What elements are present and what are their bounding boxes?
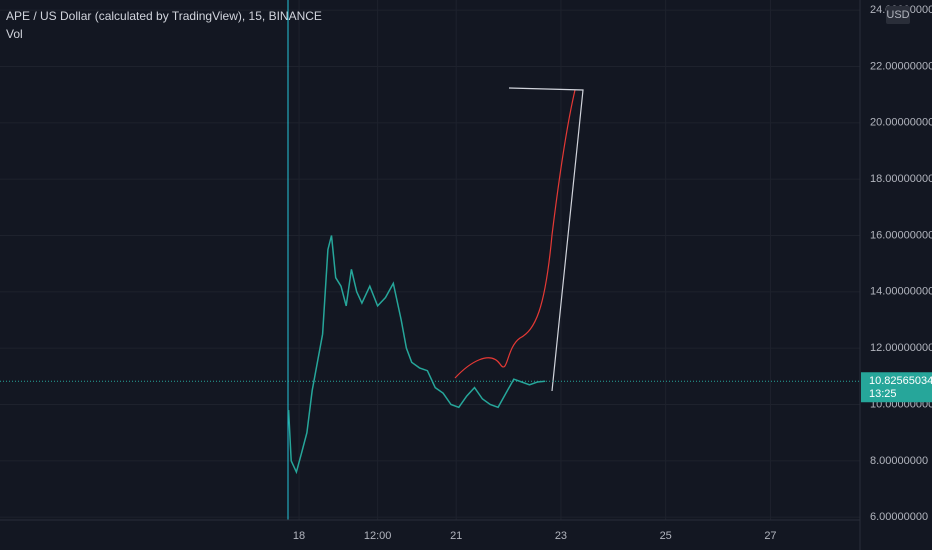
x-tick-label: 18	[293, 530, 305, 542]
y-tick-label: 8.00000000	[870, 455, 928, 467]
chart-title: APE / US Dollar (calculated by TradingVi…	[6, 9, 322, 23]
price-line	[287, 235, 546, 475]
y-tick-label: 14.00000000	[870, 286, 932, 298]
currency-badge	[886, 6, 910, 24]
y-tick-label: 18.00000000	[870, 173, 932, 185]
grid	[0, 0, 860, 520]
y-tick-label: 22.00000000	[870, 60, 932, 72]
x-tick-label: 21	[450, 530, 462, 542]
y-tick-label: 16.00000000	[870, 229, 932, 241]
drawing-line	[508, 87, 584, 392]
last-price-badge	[861, 372, 932, 403]
last-price-label: 10.82565034	[869, 375, 932, 387]
price-axis: 6.000000008.0000000010.0000000012.000000…	[293, 4, 932, 542]
plot	[0, 235, 860, 475]
countdown-label: 13:25	[869, 388, 897, 400]
volume-label: Vol	[6, 27, 23, 41]
drawing-curve	[454, 89, 576, 379]
x-tick-label: 23	[555, 530, 567, 542]
y-tick-label: 6.00000000	[870, 511, 928, 523]
y-tick-label: 20.00000000	[870, 117, 932, 129]
x-tick-label: 27	[764, 530, 776, 542]
currency-label: USD	[886, 9, 909, 21]
y-tick-label: 12.00000000	[870, 342, 932, 354]
x-tick-label: 12:00	[364, 530, 392, 542]
x-tick-label: 25	[660, 530, 672, 542]
